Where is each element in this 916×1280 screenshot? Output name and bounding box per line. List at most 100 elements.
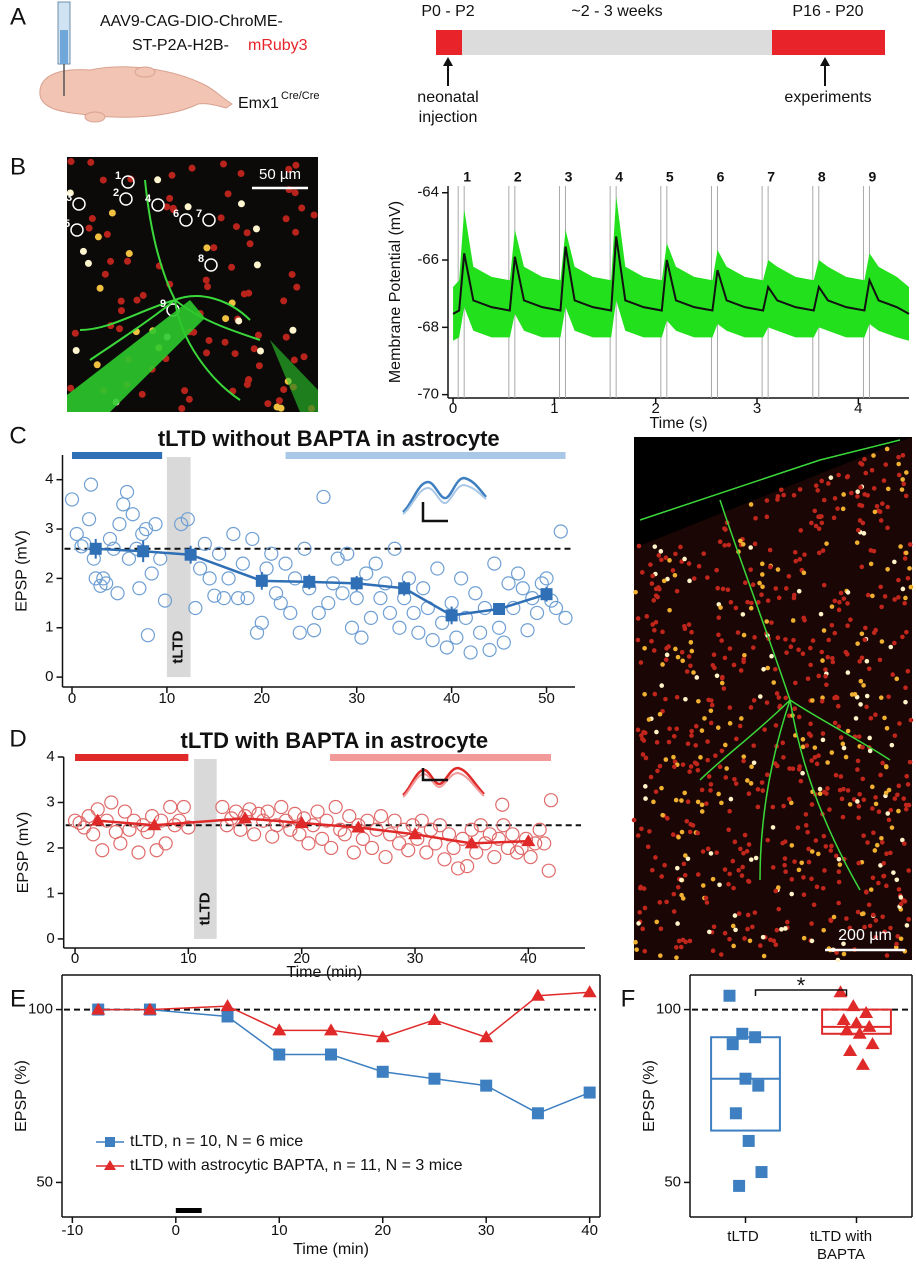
cell	[796, 714, 802, 720]
cell	[732, 839, 738, 845]
cell	[636, 921, 641, 926]
x-tick-label: 0	[71, 950, 79, 967]
dendrite	[79, 179, 261, 401]
cell	[907, 759, 913, 765]
cell	[727, 871, 733, 877]
cell	[895, 934, 901, 939]
cell	[830, 659, 836, 665]
point	[398, 582, 411, 595]
cell	[894, 941, 899, 947]
point	[287, 571, 303, 586]
point	[272, 1023, 287, 1036]
stimulus-label: 9	[869, 169, 877, 185]
cell	[820, 658, 825, 663]
cell	[699, 802, 705, 808]
cell	[760, 584, 765, 590]
cell	[695, 799, 701, 805]
cell	[813, 523, 819, 529]
cell	[816, 550, 822, 556]
cell	[833, 772, 839, 778]
trace	[402, 483, 487, 515]
cell	[748, 781, 754, 786]
point	[530, 988, 545, 1001]
point	[99, 576, 114, 591]
point	[532, 822, 547, 837]
cell	[643, 784, 648, 789]
x-tick-label: -10	[62, 1222, 84, 1239]
cell	[133, 296, 141, 304]
y-tick-label: 2	[45, 569, 53, 586]
cell	[282, 333, 290, 341]
cell	[860, 520, 866, 526]
cell	[897, 721, 902, 726]
point	[396, 822, 411, 837]
point	[437, 852, 452, 867]
cell	[103, 230, 111, 238]
cell	[903, 493, 909, 499]
cell	[660, 812, 665, 818]
cell	[749, 764, 754, 769]
cell	[733, 927, 738, 933]
y-axis-label: EPSP (%)	[13, 1060, 30, 1132]
cell	[642, 730, 648, 736]
point	[86, 827, 101, 842]
cell	[719, 748, 725, 754]
scale-bar	[421, 768, 448, 782]
cell	[708, 720, 714, 726]
cell	[280, 386, 288, 394]
cell	[221, 338, 229, 346]
point	[432, 818, 448, 833]
point	[324, 1023, 338, 1036]
cell	[639, 826, 644, 832]
cell	[809, 849, 815, 854]
cell	[727, 808, 732, 814]
cell	[877, 509, 883, 514]
cell	[724, 766, 730, 771]
cell	[878, 772, 883, 778]
point	[132, 581, 147, 596]
cell	[742, 580, 748, 586]
cell	[643, 755, 649, 761]
cell	[117, 297, 125, 305]
cell	[878, 518, 884, 523]
point	[749, 1031, 762, 1044]
cell	[660, 629, 665, 635]
point	[274, 799, 289, 815]
cell	[736, 911, 742, 916]
point	[91, 1002, 106, 1015]
cell-label: 7	[196, 208, 202, 220]
cell	[803, 823, 809, 828]
point	[163, 799, 178, 815]
cell	[764, 619, 769, 624]
cell	[665, 816, 670, 821]
cell	[895, 792, 900, 798]
cell	[713, 753, 718, 758]
x-tick-label: 2	[652, 400, 660, 417]
point	[836, 1012, 851, 1025]
cell	[795, 825, 801, 830]
cell	[255, 362, 263, 370]
cell	[819, 514, 824, 519]
cell	[731, 943, 736, 949]
pipette	[67, 300, 205, 412]
cell	[739, 873, 745, 878]
x-tick-label: 0	[172, 1222, 180, 1239]
cell	[772, 761, 778, 766]
point	[148, 517, 163, 532]
cell	[725, 587, 731, 593]
cell	[757, 580, 762, 586]
cell	[741, 754, 747, 759]
tissue	[634, 437, 912, 960]
cell	[829, 843, 834, 849]
arrow-head	[443, 57, 453, 66]
stimulation-shade	[166, 457, 191, 678]
x-tick-label: 0	[68, 690, 76, 707]
cell	[717, 539, 723, 545]
cell	[285, 165, 293, 173]
point	[254, 615, 269, 630]
cell	[695, 872, 701, 877]
cell	[710, 876, 716, 882]
y-tick-label: 50	[36, 1173, 53, 1190]
cell	[682, 556, 687, 562]
point	[149, 843, 164, 858]
